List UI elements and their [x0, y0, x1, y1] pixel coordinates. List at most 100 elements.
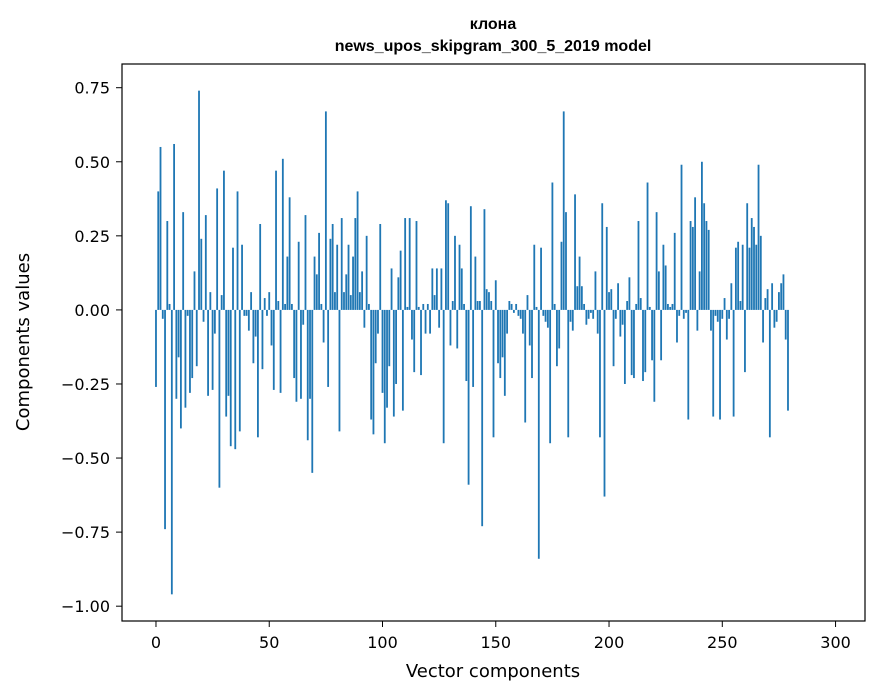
bar-71: [315, 274, 318, 310]
bar-199: [605, 226, 608, 310]
bar-113: [411, 309, 413, 340]
bar-119: [424, 309, 427, 334]
bar-83: [343, 292, 345, 310]
bar-94: [368, 303, 370, 310]
bar-32: [227, 309, 230, 396]
bar-134: [458, 244, 461, 310]
bar-255: [732, 309, 735, 417]
bar-77: [329, 238, 332, 310]
bar-229: [673, 232, 676, 310]
bar-267: [759, 235, 762, 310]
bar-89: [356, 191, 359, 310]
bar-0: [155, 309, 157, 387]
bar-164: [526, 295, 529, 310]
bar-96: [372, 309, 375, 435]
bar-254: [730, 283, 733, 310]
bar-151: [497, 309, 499, 364]
bar-152: [499, 309, 502, 379]
bar-64: [300, 309, 302, 399]
bar-177: [556, 309, 558, 367]
x-axis-label: Vector components: [406, 661, 580, 682]
bar-128: [445, 200, 447, 310]
bar-203: [614, 309, 617, 319]
bar-85: [347, 244, 350, 310]
bar-266: [757, 164, 760, 310]
bar-12: [182, 212, 185, 310]
bar-145: [483, 209, 486, 310]
bar-225: [664, 265, 667, 310]
bar-49: [266, 309, 268, 316]
x-axis-ticks: 0 50 100 150 200 250 300: [151, 621, 851, 652]
bar-277: [782, 274, 785, 310]
bar-259: [741, 244, 744, 310]
bar-219: [651, 309, 653, 361]
bar-221: [655, 212, 658, 310]
bar-117: [420, 309, 422, 376]
bar-154: [503, 309, 506, 396]
bar-261: [746, 203, 749, 310]
bar-155: [506, 309, 508, 334]
bar-126: [440, 268, 443, 310]
bar-36: [236, 191, 239, 310]
y-tick-label-3: 0.00: [74, 301, 110, 320]
bar-256: [734, 247, 737, 310]
bar-76: [327, 309, 330, 387]
bar-265: [755, 244, 758, 310]
bar-209: [628, 277, 631, 310]
bar-207: [623, 309, 626, 384]
bar-7: [170, 309, 173, 595]
bar-214: [639, 298, 642, 310]
bar-227: [669, 306, 672, 310]
bar-260: [744, 309, 746, 373]
bar-233: [682, 309, 685, 319]
y-tick-label-6: −0.75: [61, 523, 110, 542]
bar-160: [517, 309, 520, 316]
bar-121: [429, 309, 431, 334]
bar-163: [524, 309, 527, 423]
bar-15: [189, 309, 191, 393]
bar-103: [388, 309, 391, 367]
bar-66: [304, 215, 307, 310]
bar-57: [284, 303, 286, 310]
bar-70: [313, 256, 316, 310]
bar-237: [691, 226, 694, 310]
bar-47: [261, 309, 264, 370]
bar-262: [748, 247, 751, 310]
bar-60: [290, 303, 293, 310]
bar-174: [549, 309, 552, 444]
x-tick-label-50: 50: [259, 633, 279, 652]
bar-140: [472, 309, 475, 387]
bar-170: [540, 247, 542, 310]
bar-208: [626, 301, 629, 310]
y-tick-label-5: −0.50: [61, 449, 110, 468]
bar-211: [633, 309, 635, 379]
bar-181: [565, 212, 567, 310]
bar-99: [379, 223, 382, 310]
bar-58: [286, 256, 289, 310]
bar-41: [247, 309, 250, 331]
bar-165: [528, 309, 531, 346]
bar-17: [193, 271, 196, 310]
bar-44: [254, 309, 257, 337]
bar-150: [494, 280, 497, 310]
bar-110: [404, 218, 407, 310]
bar-74: [322, 309, 325, 343]
bar-264: [753, 226, 755, 310]
bar-91: [361, 271, 364, 310]
bar-111: [406, 306, 409, 310]
bar-124: [435, 268, 438, 310]
bar-109: [401, 309, 404, 411]
bar-81: [338, 309, 341, 432]
bar-11: [179, 309, 182, 429]
bar-195: [596, 309, 599, 334]
y-tick-label-7: −1.00: [61, 597, 110, 616]
bar-161: [519, 309, 522, 319]
bar-216: [644, 309, 647, 373]
bar-239: [696, 309, 699, 331]
bar-69: [311, 309, 314, 473]
bar-224: [662, 244, 665, 310]
bar-197: [601, 203, 604, 310]
bar-132: [454, 235, 456, 310]
bar-59: [288, 197, 291, 310]
y-axis-label: Components values: [13, 253, 34, 431]
